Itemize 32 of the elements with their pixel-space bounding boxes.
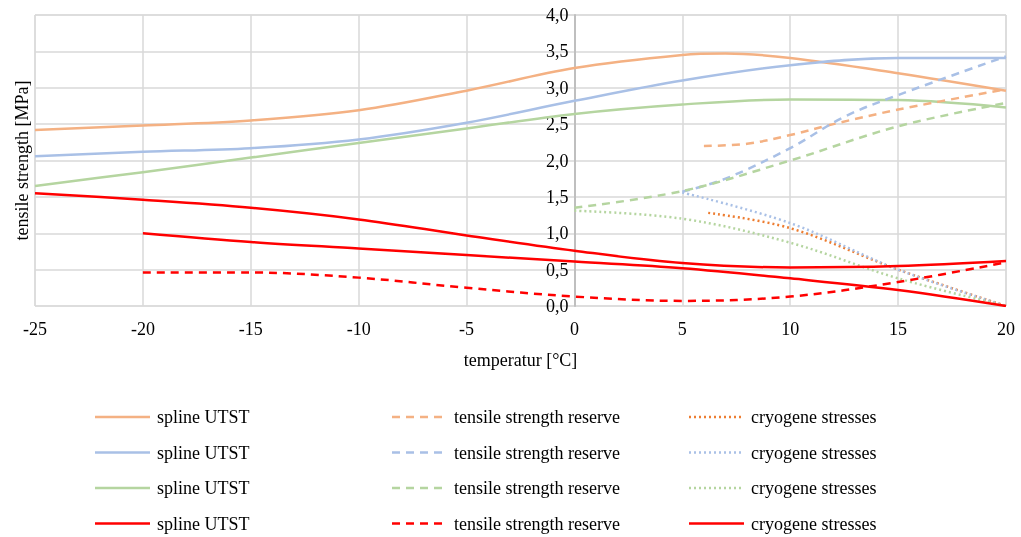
legend-label: tensile strength reserve (454, 407, 620, 427)
y-tick-label: 4,0 (545, 5, 569, 25)
legend-label: spline UTST (157, 442, 250, 463)
legend-label: cryogene stresses (751, 442, 877, 463)
x-tick-label: 20 (997, 319, 1015, 339)
y-tick-label: 3,5 (545, 41, 569, 62)
y-tick-label: 2,0 (545, 150, 569, 171)
x-tick-label: -10 (346, 319, 371, 339)
legend-label: cryogene stresses (751, 513, 877, 534)
x-axis-title: temperatur [°C] (463, 350, 578, 370)
x-tick-label: -15 (238, 319, 263, 339)
y-axis-title: tensile strength [MPa] (12, 80, 32, 241)
legend-label: spline UTST (157, 407, 250, 427)
y-tick-label: 1,0 (545, 223, 569, 244)
legend-label: cryogene stresses (751, 478, 877, 498)
x-tick-label: -20 (130, 319, 155, 339)
legend-label: spline UTST (157, 478, 250, 498)
y-tick-label: 0,0 (545, 296, 569, 316)
x-tick-label: 5 (677, 319, 687, 339)
y-tick-label: 1,5 (545, 186, 569, 207)
x-tick-label: -25 (23, 319, 47, 339)
legend-label: tensile strength reserve (454, 478, 620, 498)
legend-label: spline UTST (157, 513, 250, 534)
legend-label: cryogene stresses (751, 407, 877, 427)
x-tick-label: 10 (781, 319, 800, 339)
x-tick-label: 15 (889, 319, 908, 339)
x-tick-label: 0 (569, 319, 579, 339)
x-tick-label: -5 (459, 319, 475, 339)
legend-label: tensile strength reserve (454, 513, 620, 534)
y-tick-label: 0,5 (545, 259, 569, 280)
y-tick-label: 3,0 (545, 77, 569, 98)
legend-label: tensile strength reserve (454, 442, 620, 463)
